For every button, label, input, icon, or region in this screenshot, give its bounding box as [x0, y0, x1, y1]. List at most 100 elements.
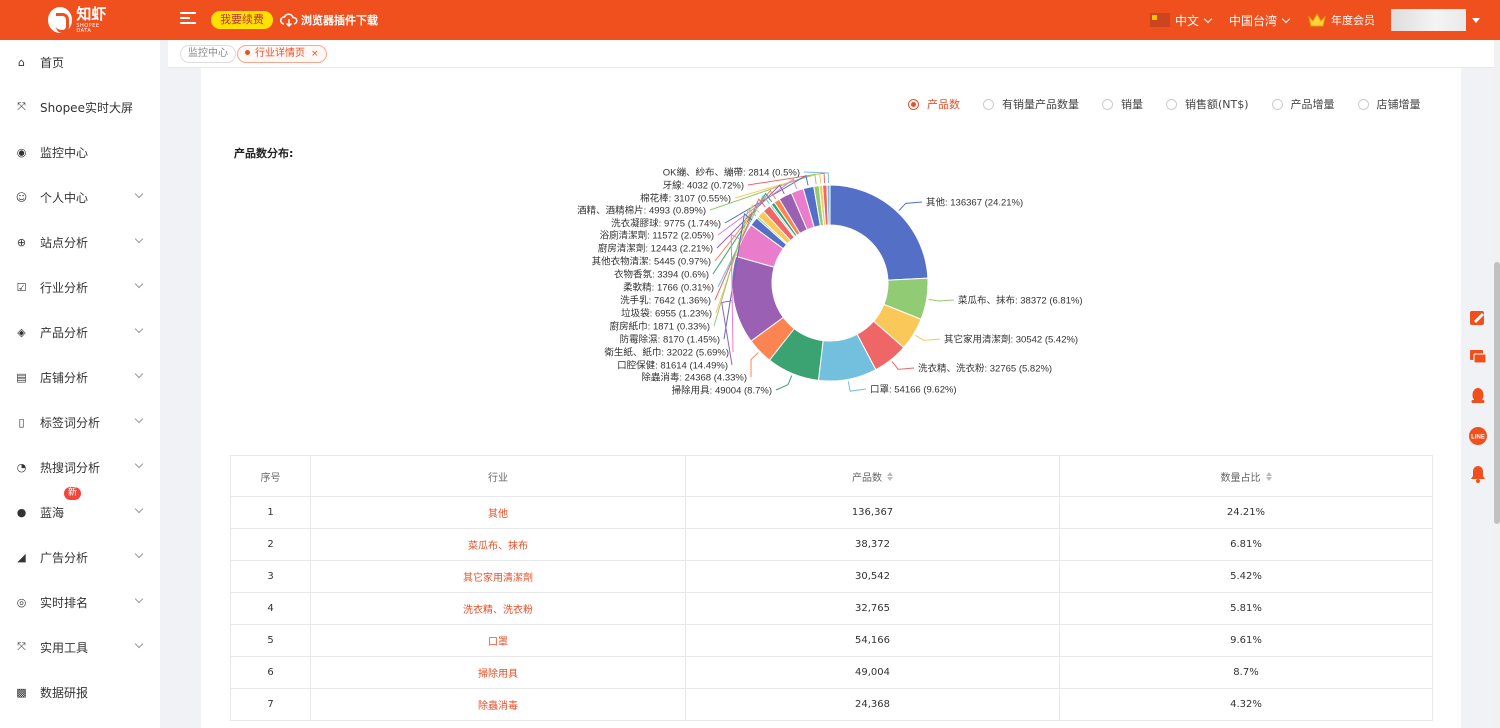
sidebar-item[interactable]: ▩ 数据研报: [0, 670, 160, 714]
cell-value: 49,004: [855, 667, 890, 678]
header-index: 序号: [231, 456, 311, 496]
sidebar-item[interactable]: ☑ 行业分析: [0, 265, 160, 309]
header-industry: 行业: [311, 456, 686, 496]
sidebar-item[interactable]: ⌂ 首页: [0, 40, 160, 84]
tab-monitor-center[interactable]: 监控中心: [180, 45, 236, 63]
sidebar-item-label: 首页: [40, 55, 65, 70]
sidebar-item-label: 蓝海: [40, 505, 65, 520]
menu-toggle-icon[interactable]: [180, 12, 196, 26]
language-label: 中文: [1174, 13, 1199, 28]
tab-industry-detail[interactable]: 行业详情页 ×: [237, 45, 327, 63]
metric-option[interactable]: 销量: [1102, 96, 1143, 112]
chevron-down-icon: [134, 639, 144, 649]
cell-index: 5: [231, 625, 311, 656]
sidebar-item[interactable]: ◢ 广告分析: [0, 535, 160, 579]
cell-index: 4: [231, 593, 311, 624]
radio-icon[interactable]: [1166, 98, 1177, 110]
cell-value: 136,367: [851, 507, 894, 518]
metric-option[interactable]: 店铺增量: [1357, 96, 1421, 112]
cell-product-count: 30,542: [686, 561, 1060, 592]
rank-icon: ◎: [16, 595, 27, 609]
metric-option[interactable]: 销售额(NT$): [1166, 96, 1249, 112]
metric-option-label: 有销量产品数量: [1002, 98, 1079, 111]
cell-value: 24,368: [855, 699, 890, 710]
industry-link[interactable]: 其它家用清潔劑: [463, 573, 533, 584]
box-icon: ◈: [17, 325, 26, 339]
sidebar-item[interactable]: ☺ 个人中心: [0, 175, 160, 219]
edit-icon[interactable]: [1468, 308, 1488, 328]
sidebar-item-label: 产品分析: [40, 325, 89, 340]
chat-icon[interactable]: [1468, 346, 1488, 366]
pie-slice-label: 衣物香氛: 3394 (0.6%): [614, 269, 709, 281]
sidebar-item[interactable]: ▯ 标签词分析: [0, 400, 160, 444]
distribution-title: 产品数分布:: [234, 147, 294, 160]
radio-icon[interactable]: [908, 98, 919, 110]
language-selector[interactable]: 中文: [1149, 12, 1213, 29]
industry-link[interactable]: 除蟲消毒: [478, 701, 518, 712]
region-selector[interactable]: 中国台湾: [1228, 12, 1291, 29]
cell-value: 5.42%: [1230, 571, 1262, 582]
pie-slice[interactable]: [829, 184, 929, 281]
close-icon[interactable]: ×: [311, 49, 319, 59]
sidebar-item[interactable]: ● 蓝海 新: [0, 487, 160, 534]
sidebar-item[interactable]: ⊕ 站点分析: [0, 220, 160, 264]
pie-label-line: [713, 208, 757, 327]
cell-industry: 其他: [311, 497, 686, 528]
pie-label-line: [717, 194, 770, 288]
cell-value: 9.61%: [1230, 635, 1262, 646]
user-avatar[interactable]: [1391, 9, 1466, 31]
pie-slice-label: OK繃、紗布、繃帶: 2814 (0.5%): [663, 167, 800, 179]
metric-option[interactable]: 有销量产品数量: [983, 96, 1079, 112]
sidebar-item[interactable]: ◔ 热搜词分析: [0, 445, 160, 489]
qq-icon[interactable]: [1468, 386, 1488, 406]
industry-table: 序号 行业 产品数 数量占比 1 其他 136,367 24.21% 2 菜瓜布、抹布 38…: [230, 455, 1433, 721]
industry-link[interactable]: 洗衣精、洗衣粉: [463, 605, 533, 616]
radio-icon[interactable]: [1357, 98, 1369, 110]
header-share[interactable]: 数量占比: [1060, 456, 1432, 496]
radio-icon[interactable]: [1271, 98, 1283, 110]
metric-option[interactable]: 产品增量: [1271, 96, 1335, 112]
header-product-count[interactable]: 产品数: [686, 456, 1060, 496]
sidebar-item[interactable]: ⤧ Shopee实时大屏: [0, 85, 160, 129]
sidebar-item-label: 监控中心: [40, 145, 89, 160]
cell-index: 7: [231, 689, 311, 720]
sidebar-item[interactable]: ◉ 监控中心: [0, 130, 160, 174]
pie-slice-label: 酒精、酒精棉片: 4993 (0.89%): [577, 205, 706, 217]
bell-icon[interactable]: [1468, 464, 1488, 484]
industry-link[interactable]: 菜瓜布、抹布: [468, 541, 528, 552]
cell-product-count: 32,765: [686, 593, 1060, 624]
radio-icon[interactable]: [1102, 98, 1113, 110]
scrollbar-thumb[interactable]: [1494, 262, 1500, 524]
user-menu-caret-icon[interactable]: [1472, 17, 1480, 23]
logo[interactable]: 知虾 SHOPEE DATA: [48, 4, 114, 36]
renew-button[interactable]: 我要续费: [211, 11, 273, 29]
new-badge: 新: [64, 487, 82, 500]
cell-value: 2: [267, 539, 274, 550]
plugin-download-link[interactable]: 浏览器插件下载: [280, 11, 378, 29]
pie-slice-label: 洗衣精、洗衣粉: 32765 (5.82%): [918, 363, 1052, 375]
region-label: 中国台湾: [1228, 13, 1277, 28]
sort-icon[interactable]: [1265, 471, 1272, 481]
pie-slice-label: 柔軟精: 1766 (0.31%): [623, 282, 714, 294]
cell-value: 1: [267, 507, 274, 518]
membership-badge[interactable]: 年度会员: [1307, 12, 1375, 28]
pie-slice-label: 防霉除濕: 8170 (1.45%): [620, 334, 720, 346]
sidebar-item[interactable]: ◈ 产品分析: [0, 310, 160, 354]
cell-index: 2: [231, 529, 311, 560]
industry-link[interactable]: 掃除用具: [478, 669, 518, 680]
industry-link[interactable]: 口罩: [488, 637, 508, 648]
industry-link[interactable]: 其他: [488, 509, 508, 520]
pie-slice-label: 衛生紙、紙巾: 32022 (5.69%): [604, 347, 729, 359]
line-icon[interactable]: LINE: [1468, 426, 1488, 446]
sidebar-item[interactable]: ⤧ 实用工具: [0, 625, 160, 669]
sidebar-item[interactable]: ◎ 实时排名: [0, 580, 160, 624]
sort-icon[interactable]: [887, 471, 893, 481]
radio-icon[interactable]: [983, 98, 994, 110]
compass-icon: ●: [16, 505, 27, 519]
metric-option[interactable]: 产品数: [908, 96, 960, 112]
globe-icon: ⊕: [16, 235, 27, 249]
pie-slice[interactable]: [826, 184, 831, 226]
metric-option-label: 销售额(NT$): [1185, 98, 1249, 111]
bookmark-icon: ▯: [18, 415, 25, 429]
sidebar-item[interactable]: ▤ 店铺分析: [0, 355, 160, 399]
